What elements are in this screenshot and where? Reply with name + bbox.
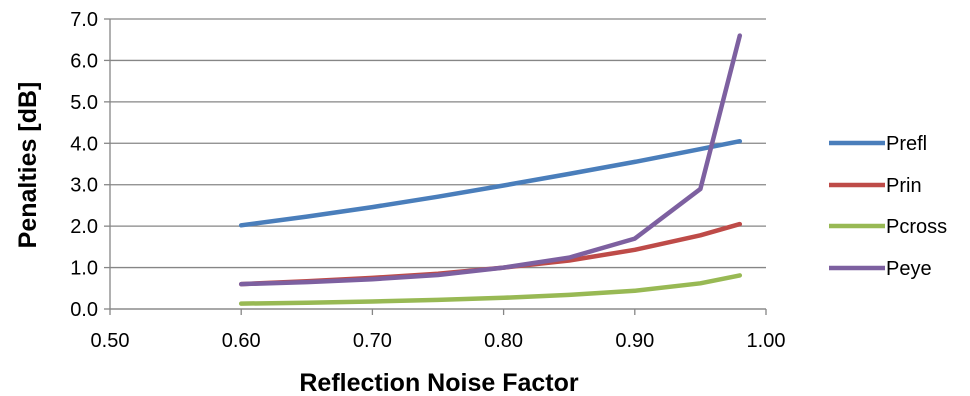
x-tick-label: 0.90 [615,330,654,352]
tick-labels: 0.0 1.0 2.0 3.0 4.0 5.0 6.0 7.0 0.50 0.60 0.70 0.80… [70,9,785,352]
series-lines [238,33,743,306]
x-tick-label: 0.60 [222,330,261,352]
series-line-peye [238,33,743,287]
y-tick-label: 5.0 [70,92,98,114]
x-tick-label: 0.70 [353,330,392,352]
legend-label-prin: Prin [886,175,922,197]
y-tick-label: 1.0 [70,258,98,280]
legend-label-prefl: Prefl [886,133,927,155]
y-tick-label: 7.0 [70,9,98,31]
axes [104,18,767,315]
y-tick-label: 4.0 [70,133,98,155]
gridlines [110,18,766,310]
y-tick-label: 3.0 [70,175,98,197]
x-tick-label: 1.00 [747,330,786,352]
y-tick-label: 0.0 [70,299,98,321]
x-axis-title: Reflection Noise Factor [299,369,578,396]
legend-label-peye: Peye [886,258,932,280]
legend-label-pcross: Pcross [886,216,947,238]
y-tick-label: 6.0 [70,50,98,72]
x-tick-label: 0.80 [484,330,523,352]
y-axis-title: Penalties [dB] [14,82,42,249]
series-line-pcross [238,273,743,306]
y-tick-label: 2.0 [70,216,98,238]
legend: Prefl Prin Pcross Peye [829,133,947,280]
x-tick-label: 0.50 [91,330,130,352]
series-line-prefl [238,138,743,228]
series-line-prin [238,221,743,287]
